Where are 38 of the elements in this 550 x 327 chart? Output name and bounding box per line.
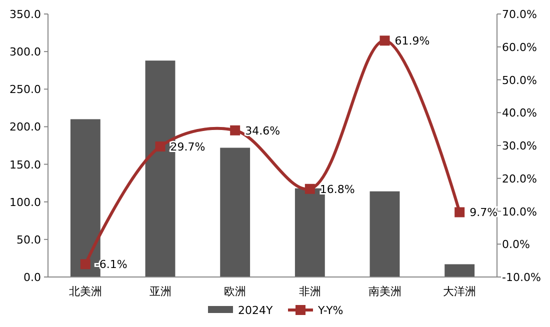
point [304,184,315,194]
point [155,141,166,152]
bar [444,264,475,277]
data-label: 61.9% [394,34,430,48]
y2-tick-label: 70.0% [502,8,537,21]
point [380,36,390,46]
y-tick-label: 100.0 [10,196,41,209]
y-tick-label: 50.0 [16,233,41,246]
x-tick-label: 亚洲 [149,285,172,298]
bar [220,148,250,277]
y-tick-label: 200.0 [10,120,41,134]
y-tick-label: 300.0 [10,46,41,59]
y2-tick-label: 30.0% [502,140,537,152]
y2-tick-label: 60.0% [502,40,537,54]
x-tick-label: 南美洲 [368,285,402,298]
data-label: 16.8% [320,182,355,196]
data-label: 9.7% [470,206,498,220]
bar [370,191,400,277]
y2-tick-label: 10.0% [502,205,537,218]
x-tick-label: 北美洲 [68,285,102,298]
legend-label: 2024Y [238,304,273,317]
y-tick-label: 150.0 [10,158,41,172]
point [80,259,90,270]
y-tick-label: 0.0 [24,271,41,284]
y2-tick-label: 20.0% [502,172,537,186]
legend-label: Y-Y% [317,304,344,317]
y2-tick-label: -10.0% [502,271,541,284]
x-tick-label: 大洋洲 [443,285,476,298]
y-tick-label: 350.0 [10,8,41,21]
y-tick-label: 250.0 [10,83,41,96]
x-tick-label: 非洲 [298,285,321,298]
y2-tick-label: 40.0% [502,106,537,120]
data-label: 34.6% [245,124,280,138]
point [454,207,465,218]
y2-tick-label: 50.0% [502,74,537,87]
point [230,125,240,136]
x-tick-label: 欧洲 [224,285,246,298]
y2-tick-label: 0.0% [502,238,530,252]
